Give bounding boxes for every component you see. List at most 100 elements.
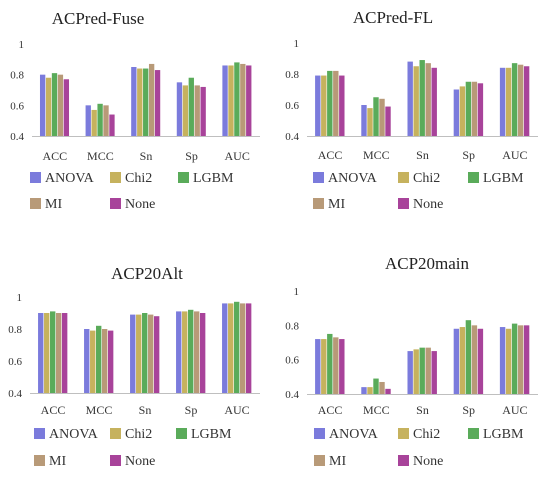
x-category-label: AUC [502,148,527,162]
bar-lgbm-sp [188,309,194,393]
bar-chi2-acc [44,313,50,393]
y-tick-label: 0.4 [285,131,299,143]
legend-swatch-chi2 [110,172,121,183]
bar-none-acc [63,79,70,136]
bar-anova-mcc [361,105,367,136]
x-category-label: Sp [462,403,475,417]
legend-swatch-mi [34,455,45,466]
x-category-label: Sp [185,403,198,417]
bar-mi-auc [517,64,524,136]
chart-title: ACP20Alt [111,264,183,283]
bar-anova-mcc [361,387,367,394]
bar-chi2-sp [182,85,189,136]
legend-label-mi: MI [328,197,345,212]
bar-lgbm-mcc [373,97,379,136]
chart-panel-3: ACP20Alt 0.4 0.6 0.8 1 ACC MCC Sn Sp AUC ANOVA Chi2… [8,264,260,469]
legend-swatch-chi2 [110,428,121,439]
bar-lgbm-auc [234,301,240,393]
bar-lgbm-sp [465,320,472,394]
bar-chi2-mcc [367,108,373,136]
legend-label-lgbm: LGBM [483,171,524,186]
bar-none-mcc [385,388,391,394]
legend-label-mi: MI [329,454,346,469]
bar-mi-auc [517,325,524,394]
bar-chi2-auc [505,328,512,394]
y-tick-label: 0.8 [285,69,299,81]
chart-panel-4: ACP20main 0.4 0.6 0.8 1 ACC MCC Sn Sp AUC ANOVA Chi… [285,254,538,469]
chart-panel-1: ACPred-Fuse 0.4 0.6 0.8 1 ACC MCC Sn Sp AUC ANOVA C… [10,9,260,212]
bar-chi2-auc [228,65,234,136]
y-tick-label: 0.4 [8,388,22,400]
bar-none-sp [477,328,484,394]
legend-label-mi: MI [45,197,62,212]
x-category-label: Sn [139,403,152,417]
bar-mi-auc [239,303,246,393]
bar-mi-sn [148,63,155,136]
bar-anova-sp [453,328,460,394]
bar-lgbm-auc [234,62,240,136]
y-tick-label: 0.4 [285,389,299,401]
legend-label-none: None [125,197,155,212]
bar-chi2-acc [45,77,52,136]
bar-chi2-sn [137,68,143,136]
legend-label-chi2: Chi2 [125,427,152,442]
bar-mi-mcc [101,329,108,393]
x-category-label: AUC [502,403,527,417]
bar-anova-mcc [84,329,90,393]
bar-chi2-mcc [91,109,97,136]
x-category-label: Sp [185,149,198,163]
legend-swatch-mi [30,198,41,209]
x-category-label: MCC [86,403,113,417]
bar-none-acc [61,313,68,393]
legend-label-mi: MI [49,454,66,469]
bar-anova-sp [176,311,182,393]
legend-label-chi2: Chi2 [413,427,440,442]
bar-mi-acc [333,70,339,136]
bar-chi2-mcc [367,387,373,394]
x-category-label: ACC [318,148,343,162]
bar-none-auc [246,65,252,136]
bar-anova-sn [407,61,413,136]
x-category-label: AUC [225,149,250,163]
bar-chi2-sp [459,86,466,136]
legend-swatch-mi [313,198,324,209]
bar-chi2-mcc [90,330,96,393]
bar-chi2-auc [228,303,234,393]
y-tick-label: 0.4 [10,131,24,143]
bar-none-sn [154,70,161,136]
legend-swatch-chi2 [398,172,409,183]
bar-mi-sn [147,314,154,393]
x-category-label: MCC [363,148,390,162]
bar-mi-mcc [379,98,385,136]
legend-label-none: None [125,454,155,469]
bar-anova-sn [130,314,136,393]
bar-lgbm-acc [50,311,56,393]
bar-anova-sn [131,67,137,136]
bar-none-sn [431,67,437,136]
bar-mi-mcc [379,381,385,394]
bar-mi-sp [194,85,200,136]
bar-none-sn [431,351,437,394]
legend-label-lgbm: LGBM [483,427,524,442]
legend-label-none: None [413,197,443,212]
x-category-label: ACC [41,403,66,417]
x-category-label: ACC [42,149,67,163]
legend-label-chi2: Chi2 [125,171,152,186]
x-category-label: Sn [416,148,429,162]
bar-lgbm-sn [419,60,425,136]
bar-lgbm-mcc [97,103,103,136]
bar-lgbm-mcc [373,378,379,394]
y-tick-label: 0.8 [10,70,24,82]
bar-chi2-sp [459,327,466,394]
legend-swatch-none [398,198,409,209]
bar-lgbm-sn [142,313,148,393]
legend-swatch-lgbm [468,172,479,183]
chart-title: ACP20main [385,254,470,273]
legend-label-none: None [413,454,443,469]
bar-none-auc [523,66,530,136]
bar-lgbm-sn [143,68,149,136]
bar-none-sn [153,316,160,393]
y-tick-label: 0.6 [285,355,299,367]
y-tick-label: 0.6 [285,100,299,112]
y-tick-label: 0.8 [8,324,22,336]
